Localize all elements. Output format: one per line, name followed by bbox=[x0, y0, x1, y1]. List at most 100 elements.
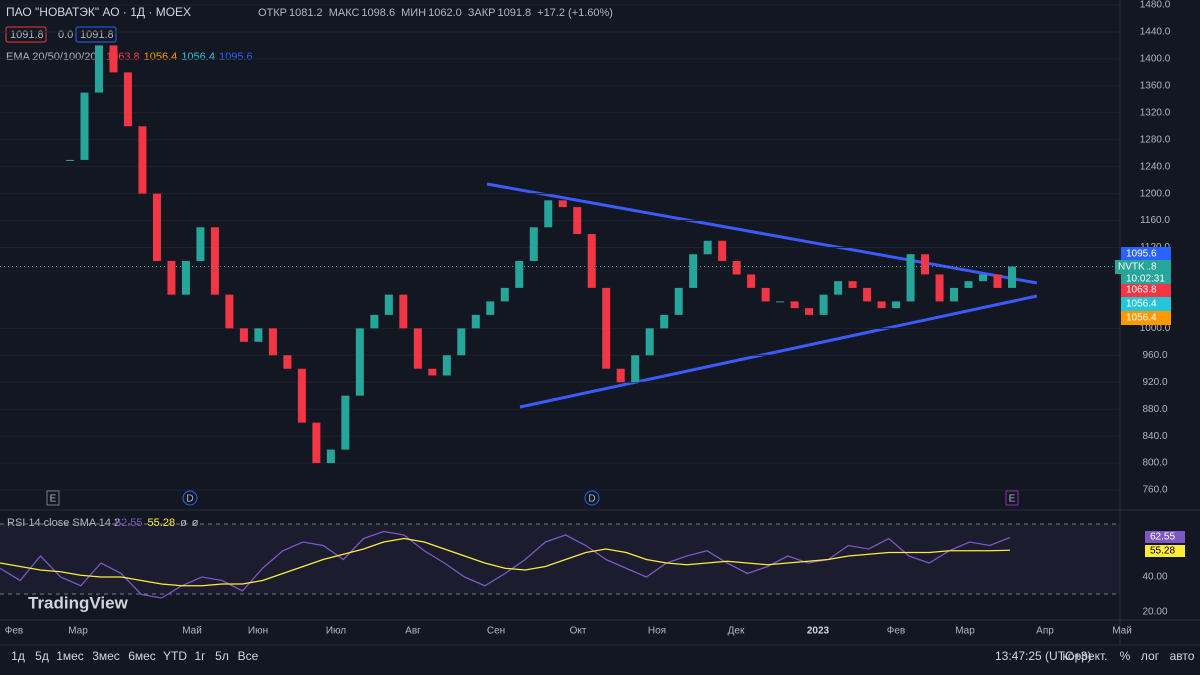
candle bbox=[428, 368, 437, 376]
option-button[interactable]: коррект. bbox=[1063, 649, 1108, 663]
candle bbox=[747, 274, 756, 288]
event-marker[interactable] bbox=[182, 490, 198, 506]
candle bbox=[761, 287, 770, 302]
candle bbox=[877, 301, 886, 309]
candle bbox=[892, 301, 901, 309]
rsi-tick-label: 40.00 bbox=[1142, 572, 1167, 583]
candle bbox=[529, 227, 538, 261]
rsi-badge-label: 55.28 bbox=[1150, 546, 1175, 557]
logo: TradingView bbox=[28, 593, 129, 612]
range-button[interactable]: 5л bbox=[215, 649, 229, 663]
value-box-text: 0.0 bbox=[58, 29, 73, 41]
price-badge bbox=[1121, 283, 1171, 297]
candle bbox=[906, 254, 915, 302]
option-button[interactable]: авто bbox=[1170, 649, 1195, 663]
time-label: Окт bbox=[570, 626, 587, 637]
candle bbox=[558, 200, 567, 208]
time-label: Июл bbox=[326, 626, 346, 637]
ohlc-value: 1062.0 bbox=[428, 7, 462, 19]
candle bbox=[964, 281, 973, 288]
price-tick-label: 920.0 bbox=[1142, 377, 1167, 388]
time-label: Май bbox=[1112, 626, 1132, 637]
price-tick-label: 800.0 bbox=[1142, 458, 1167, 469]
ema-value: 1056.4 bbox=[144, 51, 178, 63]
candle bbox=[109, 45, 118, 73]
price-tick-label: 1480.0 bbox=[1140, 0, 1171, 11]
time-label: Мар bbox=[68, 626, 88, 637]
price-tick-label: 1360.0 bbox=[1140, 80, 1171, 91]
price-tick-label: 760.0 bbox=[1142, 485, 1167, 496]
ohlc-key: ЗАКР bbox=[468, 7, 496, 19]
event-marker[interactable] bbox=[1005, 490, 1019, 506]
rsi-extra: ø bbox=[192, 517, 199, 529]
candle bbox=[283, 355, 292, 369]
event-marker[interactable] bbox=[584, 490, 600, 506]
candle bbox=[384, 294, 393, 315]
candle bbox=[138, 126, 147, 194]
candle bbox=[674, 287, 683, 315]
candle bbox=[790, 301, 799, 309]
candle bbox=[471, 314, 480, 329]
time-label: Апр bbox=[1036, 626, 1054, 637]
range-button[interactable]: YTD bbox=[163, 649, 187, 663]
candle bbox=[645, 328, 654, 356]
rsi-sma-line bbox=[0, 537, 1011, 587]
symbol-title: ПАО "НОВАТЭК" АО · 1Д · MOEX bbox=[6, 5, 191, 19]
ohlc-key: МИН bbox=[401, 7, 426, 19]
value-box bbox=[5, 26, 47, 43]
candle bbox=[848, 281, 857, 288]
time-label: Сен bbox=[487, 626, 505, 637]
range-button[interactable]: 3мес bbox=[92, 649, 120, 663]
price-tick-label: 1240.0 bbox=[1140, 161, 1171, 172]
countdown-badge bbox=[1121, 273, 1171, 284]
candle bbox=[573, 207, 582, 235]
clock: 13:47:25 (UTC+3) bbox=[995, 649, 1091, 663]
price-badge bbox=[1121, 311, 1171, 325]
time-label: Июн bbox=[248, 626, 268, 637]
rsi-line bbox=[0, 530, 1011, 599]
candle bbox=[413, 328, 422, 369]
candle bbox=[935, 274, 944, 302]
event-marker[interactable] bbox=[46, 490, 60, 506]
range-button[interactable]: 1д bbox=[11, 649, 25, 663]
option-button[interactable]: % bbox=[1120, 649, 1131, 663]
candle bbox=[457, 328, 466, 356]
candle bbox=[254, 328, 263, 342]
candle bbox=[602, 287, 611, 369]
ohlc-value: 1098.6 bbox=[361, 7, 395, 19]
range-button[interactable]: Все bbox=[238, 649, 259, 663]
ohlc-key: МАКС bbox=[329, 7, 360, 19]
price-tick-label: 1200.0 bbox=[1140, 188, 1171, 199]
ema-name: EMA 20/50/100/200 bbox=[6, 51, 103, 63]
candle bbox=[1008, 266, 1016, 288]
candle bbox=[979, 274, 988, 282]
candle bbox=[732, 260, 741, 275]
candle bbox=[631, 355, 640, 383]
candle bbox=[181, 260, 190, 295]
symbol-tag-text: NVTK bbox=[1118, 262, 1145, 273]
time-label: Мар bbox=[955, 626, 975, 637]
price-badge-label: 1063.8 bbox=[1126, 285, 1157, 296]
candle bbox=[921, 254, 930, 275]
range-button[interactable]: 1г bbox=[194, 649, 206, 663]
range-button[interactable]: 6мес bbox=[128, 649, 156, 663]
option-button[interactable]: лог bbox=[1141, 649, 1160, 663]
candle bbox=[805, 308, 814, 315]
rsi-extra: ø bbox=[180, 517, 187, 529]
price-tick-label: 1320.0 bbox=[1140, 107, 1171, 118]
range-button[interactable]: 1мес bbox=[56, 649, 84, 663]
candle bbox=[196, 227, 205, 261]
candle bbox=[94, 45, 103, 93]
trendline-upper bbox=[486, 182, 1038, 285]
candle bbox=[442, 355, 451, 376]
range-button[interactable]: 5д bbox=[35, 649, 49, 663]
candle bbox=[616, 368, 625, 383]
candle bbox=[863, 287, 872, 302]
price-tick-label: 1160.0 bbox=[1140, 215, 1170, 226]
value-box-text: 1091.8 bbox=[80, 29, 114, 41]
candle bbox=[210, 227, 219, 295]
candle bbox=[225, 294, 234, 329]
time-label: Дек bbox=[728, 626, 745, 637]
candle bbox=[297, 368, 306, 423]
